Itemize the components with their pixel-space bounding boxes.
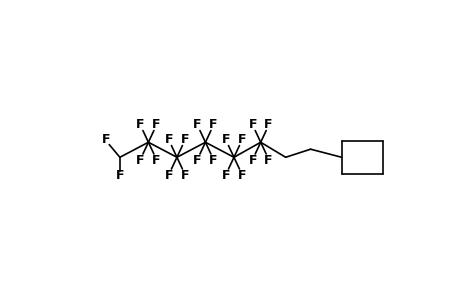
Text: F: F — [237, 169, 246, 182]
Text: F: F — [208, 154, 217, 167]
Text: F: F — [115, 169, 124, 182]
Text: F: F — [221, 169, 230, 182]
Text: F: F — [164, 133, 173, 146]
Text: F: F — [248, 154, 257, 167]
Text: F: F — [264, 118, 272, 131]
Text: F: F — [164, 169, 173, 182]
Text: F: F — [193, 118, 202, 131]
Text: F: F — [248, 118, 257, 131]
Text: F: F — [193, 154, 202, 167]
Text: F: F — [221, 133, 230, 146]
Text: F: F — [136, 154, 145, 167]
Text: F: F — [237, 133, 246, 146]
Text: F: F — [208, 118, 217, 131]
Text: F: F — [151, 154, 160, 167]
Text: F: F — [101, 134, 110, 146]
Text: F: F — [180, 133, 189, 146]
Text: F: F — [151, 118, 160, 131]
Text: F: F — [180, 169, 189, 182]
Text: F: F — [264, 154, 272, 167]
Text: F: F — [136, 118, 145, 131]
